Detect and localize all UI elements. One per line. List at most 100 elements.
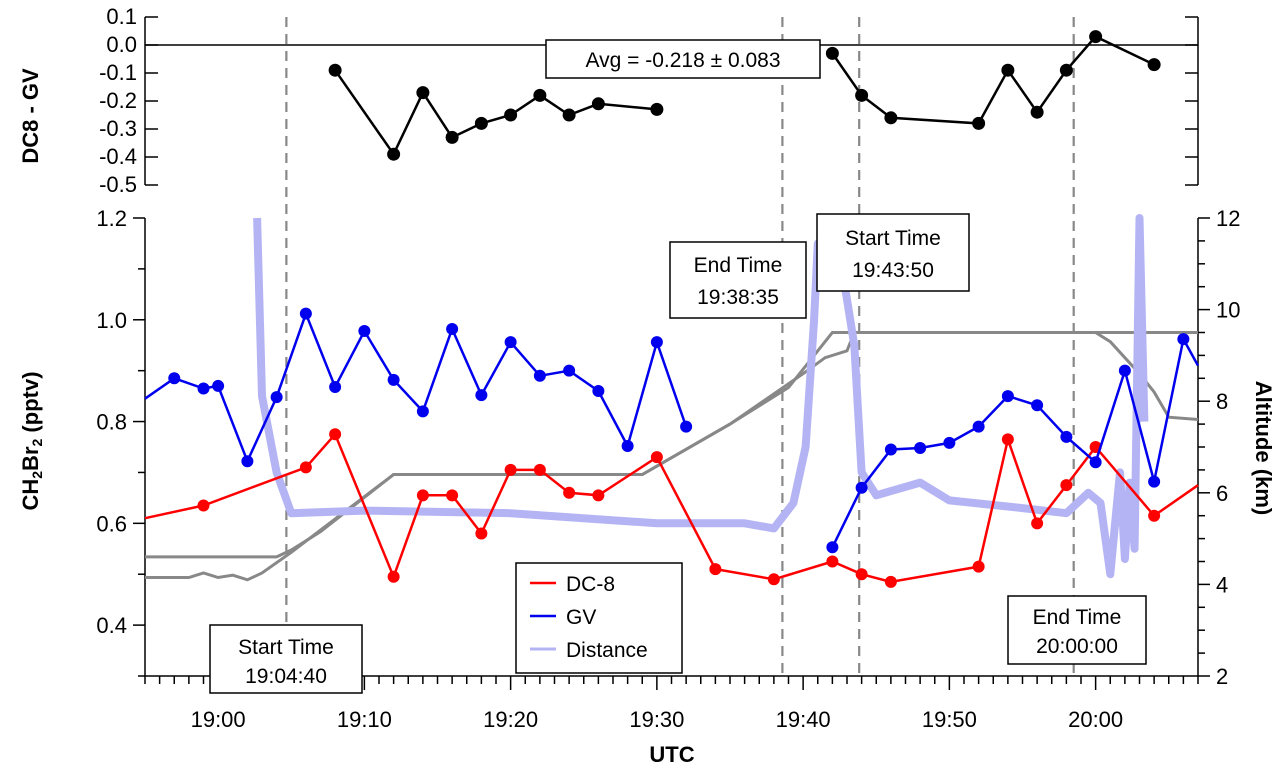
gv-point: [621, 439, 634, 452]
bottom-y-axis-label: CH2Br2 (pptv): [18, 371, 45, 510]
gv-point: [1060, 430, 1073, 443]
top-y-axis-label: DC8 - GV: [18, 68, 43, 164]
difference-point: [1059, 63, 1073, 77]
dc8-point: [387, 570, 400, 583]
end-time-1-value: 19:38:35: [697, 286, 779, 309]
dc8-point: [767, 573, 780, 586]
end-time-2-value: 20:00:00: [1036, 635, 1118, 658]
legend-label-distance: Distance: [566, 639, 648, 662]
bottom-ytick-label: 0.8: [96, 410, 127, 435]
xtick-label: 20:00: [1068, 707, 1123, 732]
start-time-box-2: Start Time 19:43:50: [816, 213, 970, 292]
gv-point: [1001, 390, 1014, 403]
difference-point: [855, 88, 869, 102]
top-ytick-label: 0.1: [106, 4, 137, 29]
gv-point: [168, 372, 181, 385]
difference-point: [504, 108, 518, 122]
xtick-label: 19:40: [776, 707, 831, 732]
gv-point: [387, 373, 400, 386]
difference-point: [445, 130, 459, 144]
xtick-label: 19:10: [337, 707, 392, 732]
gv-point: [650, 336, 663, 349]
dc8-point: [709, 563, 722, 576]
difference-line: [831, 35, 1155, 125]
gv-point: [416, 405, 429, 418]
top-ytick-label: -0.2: [99, 88, 137, 113]
difference-point: [328, 63, 342, 77]
right-ytick-label: 8: [1216, 389, 1228, 414]
distance-line: [253, 214, 1149, 579]
dc8-point: [299, 461, 312, 474]
gv-point: [884, 443, 897, 456]
dc8-point: [972, 560, 985, 573]
start-time-box-1: Start Time 19:04:40: [209, 624, 363, 694]
xtick-label: 19:30: [629, 707, 684, 732]
dc8-point: [475, 527, 488, 540]
end-time-2-label: End Time: [1033, 606, 1122, 629]
bottom-ylabel: CH2Br2 (pptv): [18, 371, 45, 510]
legend-label-gv: GV: [566, 606, 596, 629]
right-ytick-label: 10: [1216, 298, 1240, 323]
gv-point: [826, 541, 839, 554]
dc8-point: [329, 428, 342, 441]
top-ytick-label: -0.1: [99, 60, 137, 85]
gv-point: [533, 369, 546, 382]
gv-point: [241, 455, 254, 468]
top-ytick-label: -0.3: [99, 116, 137, 141]
gv-point: [1031, 399, 1044, 412]
difference-point: [533, 88, 547, 102]
start-time-2-value: 19:43:50: [852, 259, 934, 282]
difference-point: [474, 116, 488, 130]
start-time-2-label: Start Time: [845, 227, 941, 250]
axes: 0.1 0.0 -0.1 -0.2 -0.3 -0.4 -0.5 0.4 0.6 0.8 1.0 1.…: [96, 4, 1240, 732]
gv-point: [1148, 475, 1161, 488]
dc8-point: [650, 451, 663, 464]
gv-point: [329, 380, 342, 393]
dc8-point: [197, 499, 210, 512]
dc8-point: [533, 463, 546, 476]
top-ytick-label: 0.0: [106, 32, 137, 57]
xtick-label: 19:20: [483, 707, 538, 732]
difference-point: [591, 97, 605, 111]
legend: DC-8 GV Distance: [515, 562, 683, 674]
dc8-point: [563, 486, 576, 499]
gv-point: [680, 420, 693, 433]
difference-point: [1089, 30, 1103, 44]
difference-point: [825, 46, 839, 60]
right-ytick-label: 2: [1216, 664, 1228, 689]
dc8-point: [504, 463, 517, 476]
dc8-point: [826, 555, 839, 568]
gv-point: [270, 391, 283, 404]
dc8-point: [416, 489, 429, 502]
gv-point: [592, 385, 605, 398]
gv-point: [475, 389, 488, 402]
difference-point: [416, 86, 430, 100]
xtick-label: 19:50: [922, 707, 977, 732]
y2label: Altitude (km): [1251, 381, 1276, 515]
legend-label-dc8: DC-8: [566, 573, 615, 596]
avg-annotation: Avg = -0.218 ± 0.083: [545, 39, 821, 79]
gv-point: [1089, 456, 1102, 469]
xtick-label: 19:00: [191, 707, 246, 732]
avg-text: Avg = -0.218 ± 0.083: [585, 49, 780, 72]
bottom-ytick-label: 0.4: [96, 613, 127, 638]
gv-point: [504, 336, 517, 349]
series: [144, 30, 1200, 588]
dc8-point: [884, 575, 897, 588]
top-ytick-label: -0.4: [99, 144, 137, 169]
gv-point: [563, 364, 576, 377]
gv-point: [358, 324, 371, 337]
gv-point: [855, 481, 868, 494]
difference-line: [334, 69, 658, 157]
gv-point: [212, 379, 225, 392]
right-ytick-label: 6: [1216, 481, 1228, 506]
difference-point: [884, 111, 898, 125]
right-ytick-label: 12: [1216, 206, 1240, 231]
difference-point: [387, 147, 401, 161]
top-ytick-label: -0.5: [99, 172, 137, 197]
difference-point: [972, 116, 986, 130]
difference-point: [1001, 63, 1015, 77]
gv-point: [914, 442, 927, 455]
difference-point: [1147, 58, 1161, 72]
